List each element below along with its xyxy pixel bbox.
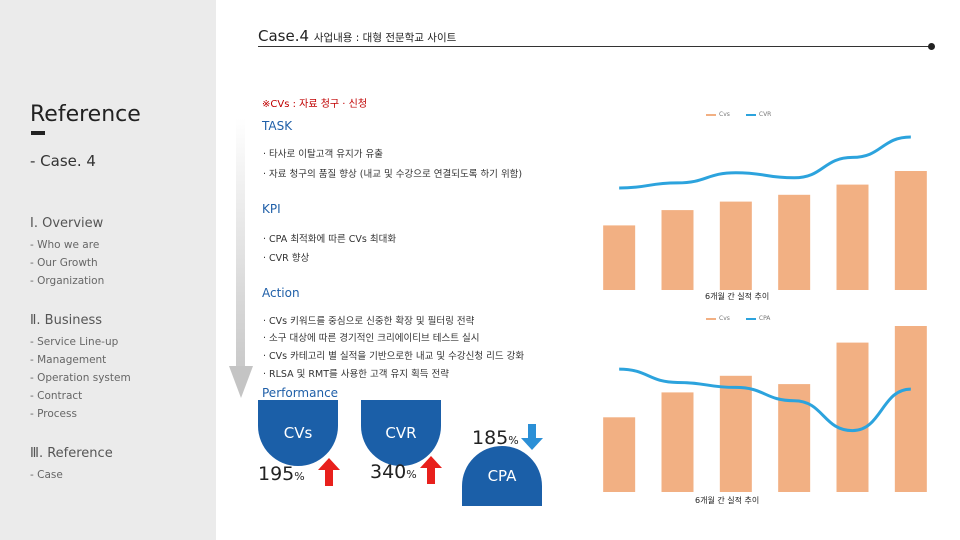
sidebar-item-operation-system[interactable]: - Operation system (30, 372, 131, 384)
action-bullet: · CVs 카테고리 별 실적을 기반으로한 내교 및 수강신청 리드 강화 (263, 351, 525, 362)
sidebar-subtitle: - Case. 4 (30, 152, 96, 170)
header-rule (258, 46, 931, 47)
task-bullet: · 자료 청구의 품질 향상 (내교 및 수강으로 연결되도록 하기 위함) (263, 169, 523, 180)
chart1-plot (603, 135, 927, 290)
chart2-legend-cpa: CPA (758, 315, 771, 322)
chart1-legend-cvr: CVR (758, 111, 772, 118)
chart-bar (894, 171, 927, 290)
sidebar-item-case[interactable]: - Case (30, 469, 63, 481)
sidebar: Reference - Case. 4 Ⅰ. Overview - Who we… (0, 0, 216, 540)
chart-series-line (619, 367, 911, 433)
chart-bar (719, 201, 752, 290)
performance-heading: Performance (262, 386, 339, 400)
chart1-caption: 6개월 간 실적 추이 (705, 292, 770, 301)
sidebar-item-our-growth[interactable]: - Our Growth (30, 257, 98, 269)
chart-series-line (619, 135, 911, 190)
chart1-legend-swatch-bars (706, 113, 716, 116)
flow-arrow-shaft (236, 118, 245, 368)
chart-bar (836, 342, 869, 492)
cvs-up-arrow-icon (318, 458, 340, 486)
chart-bar (778, 194, 811, 290)
chart1-legend-swatch-line (745, 113, 756, 116)
sidebar-item-contract[interactable]: - Contract (30, 390, 83, 402)
cvr-up-arrow-icon (420, 456, 442, 484)
chart1-legend: Cvs CVR (706, 111, 771, 118)
sidebar-section-overview[interactable]: Ⅰ. Overview (30, 216, 104, 231)
cvs-metric-label: CVs (258, 400, 338, 466)
sidebar-section-business[interactable]: Ⅱ. Business (30, 313, 102, 328)
cpa-metric-value: 185% (472, 427, 519, 449)
action-bullet: · 소구 대상에 따른 경기적인 크리에이티브 테스트 실시 (263, 333, 480, 344)
cpa-down-arrow-icon (521, 424, 543, 450)
chart-bar (719, 375, 752, 492)
case-title: Case.4 (258, 27, 310, 45)
task-bullet: · 타사로 이탈고객 유지가 유출 (263, 149, 383, 160)
action-bullet: · CVs 키워드를 중심으로 신중한 확장 및 필터링 전략 (263, 316, 475, 327)
sidebar-title: Reference (30, 102, 141, 127)
sidebar-item-who-we-are[interactable]: - Who we are (30, 239, 100, 251)
chart2-legend-cvs: Cvs (719, 315, 730, 322)
sidebar-title-underline (31, 131, 45, 135)
cvr-metric-label: CVR (361, 400, 441, 466)
flow-arrow-down-icon (229, 366, 253, 398)
chart2-legend-swatch-line (745, 317, 756, 320)
chart2-caption: 6개월 간 실적 추이 (695, 496, 760, 505)
cvs-metric-value: 195% (258, 463, 305, 485)
sidebar-item-organization[interactable]: - Organization (30, 275, 105, 287)
action-heading: Action (262, 286, 300, 300)
chart-bar (661, 210, 694, 290)
page-title: Case.4 사업내용 : 대형 전문학교 사이트 (258, 27, 456, 45)
sidebar-item-management[interactable]: - Management (30, 354, 107, 366)
sidebar-section-reference[interactable]: Ⅲ. Reference (30, 446, 113, 461)
cvs-note: ※CVs : 자료 청구 · 신청 (262, 99, 368, 110)
chart-bar (603, 417, 636, 492)
sidebar-item-process[interactable]: - Process (30, 408, 77, 420)
chart1-legend-cvs: Cvs (719, 111, 730, 118)
task-heading: TASK (262, 119, 293, 133)
kpi-heading: KPI (262, 202, 281, 216)
chart-bar (603, 225, 636, 290)
sidebar-item-service-line-up[interactable]: - Service Line-up (30, 336, 119, 348)
chart-bar (661, 392, 694, 492)
chart2-legend: Cvs CPA (706, 315, 770, 322)
chart2-legend-swatch-bars (706, 317, 716, 320)
kpi-bullet: · CPA 최적화에 따른 CVs 최대화 (263, 234, 397, 245)
case-subtitle: 사업내용 : 대형 전문학교 사이트 (313, 32, 457, 44)
chart-bar (836, 184, 869, 290)
kpi-bullet: · CVR 향상 (263, 253, 310, 264)
chart2-plot (603, 326, 927, 492)
cpa-metric-label: CPA (462, 446, 542, 506)
action-bullet: · RLSA 및 RMT를 사용한 고객 유지 획득 전략 (263, 369, 449, 380)
header-rule-dot (928, 43, 935, 50)
chart-bar (894, 326, 927, 492)
cvr-metric-value: 340% (370, 461, 417, 483)
